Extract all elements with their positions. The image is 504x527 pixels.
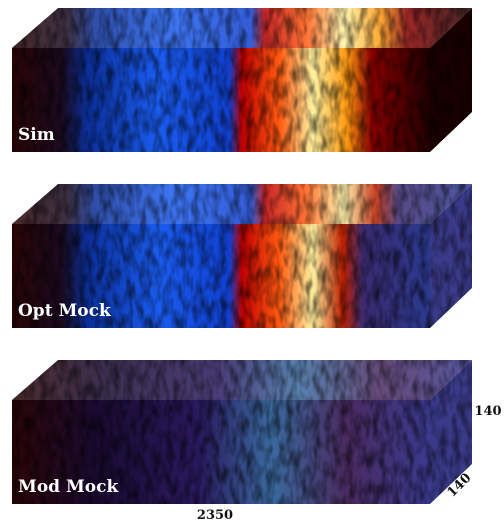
top-face-texture xyxy=(12,360,472,400)
top-face-texture xyxy=(12,184,472,224)
cube: Mod Mock xyxy=(12,360,472,504)
length-label: 2350 xyxy=(197,508,233,523)
panel-label: Sim xyxy=(18,125,55,145)
front-face-texture xyxy=(12,48,430,152)
front-face-texture xyxy=(12,224,430,328)
side-face-texture xyxy=(430,8,472,152)
panel-label: Opt Mock xyxy=(18,301,112,321)
front-face-texture xyxy=(12,400,430,504)
panel-label: Mod Mock xyxy=(18,477,119,497)
height-label: 140 xyxy=(474,404,501,419)
side-face-texture xyxy=(430,184,472,328)
cube: Opt Mock xyxy=(12,184,472,328)
cube: Sim xyxy=(12,8,472,152)
side-face-texture xyxy=(430,360,472,504)
top-face-texture xyxy=(12,8,472,48)
